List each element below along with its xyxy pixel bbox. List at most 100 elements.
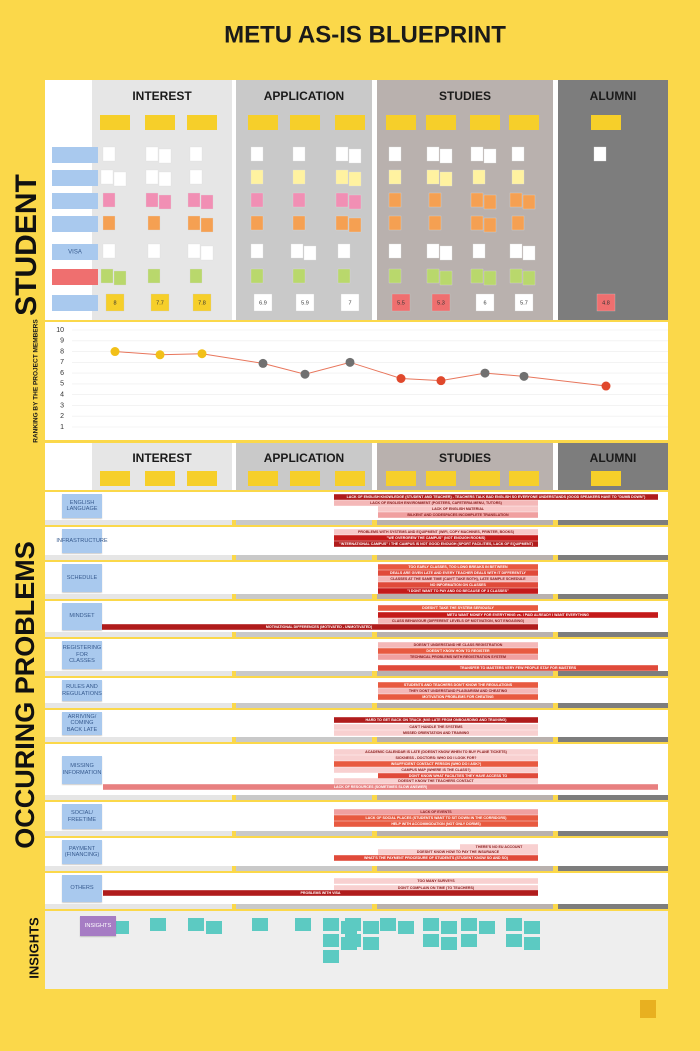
phase-header: APPLICATION bbox=[264, 89, 344, 103]
phase-sticky bbox=[509, 471, 539, 486]
phase-header: INTEREST bbox=[132, 451, 192, 465]
score-text: 7.7 bbox=[156, 300, 164, 306]
student-sticky bbox=[348, 171, 362, 187]
problem-bar bbox=[334, 717, 538, 723]
problem-bar bbox=[334, 778, 538, 784]
insight-sticky bbox=[323, 934, 339, 947]
ranking-point bbox=[396, 374, 406, 383]
problem-row-bg bbox=[45, 678, 668, 703]
insight-sticky bbox=[524, 937, 540, 950]
row-stripe bbox=[92, 555, 232, 560]
row-stripe bbox=[377, 555, 553, 560]
problem-label: SOCIAL/ FREETIME bbox=[62, 804, 102, 829]
insight-sticky bbox=[398, 921, 414, 934]
student-sticky bbox=[100, 268, 114, 284]
row-stripe bbox=[45, 737, 92, 742]
phase-sticky bbox=[426, 115, 456, 130]
insight-sticky bbox=[441, 937, 457, 950]
problem-bar-text: WHAT'S THE PAYMENT PROCEDURE OF STUDENTS… bbox=[364, 856, 509, 860]
problem-label: SCHEDULE bbox=[62, 564, 102, 592]
phase-sticky bbox=[509, 115, 539, 130]
phase-sticky bbox=[187, 115, 217, 130]
problem-bar bbox=[378, 605, 538, 611]
problem-bar bbox=[378, 688, 538, 694]
problem-bar-text: LACK OF ENGLISH KNOWLEDGE (STUDENT AND T… bbox=[347, 495, 647, 499]
problem-bar bbox=[334, 535, 538, 541]
ranking-point bbox=[601, 381, 611, 391]
student-sticky bbox=[145, 146, 159, 162]
problem-label: INFRASTRUCTURE bbox=[56, 529, 108, 553]
row-stripe bbox=[45, 904, 92, 909]
problem-row-bg bbox=[45, 562, 668, 594]
problem-bar-text: TRANSFER TO MASTERS VERY FEW PEOPLE STAY… bbox=[460, 666, 577, 670]
phase-header: APPLICATION bbox=[264, 451, 344, 465]
student-sticky bbox=[472, 169, 486, 185]
phase-header: ALUMNI bbox=[590, 451, 637, 465]
y-tick-label: 5 bbox=[60, 381, 64, 388]
y-tick-label: 1 bbox=[60, 424, 64, 431]
score-sticky bbox=[514, 293, 534, 312]
row-stripe bbox=[236, 904, 372, 909]
student-sticky bbox=[102, 215, 116, 231]
row-stripe bbox=[236, 594, 372, 599]
insight-sticky bbox=[380, 918, 396, 931]
insight-sticky bbox=[524, 921, 540, 934]
student-sticky bbox=[426, 243, 440, 259]
problem-label: ENGLISH LANGUAGE bbox=[62, 494, 102, 518]
row-stripe bbox=[92, 671, 232, 676]
score-sticky bbox=[475, 293, 495, 312]
problem-bar-text: BILKENT AND CODESPACES INCOMPLETE TRANSL… bbox=[407, 513, 509, 517]
problem-bar-text: LACK OF ENGLISH MATERIAL bbox=[432, 507, 485, 511]
row-stripe bbox=[377, 831, 553, 836]
problem-bar bbox=[378, 582, 538, 588]
insight-sticky bbox=[461, 918, 477, 931]
problem-bar-text: CLASS BEHAVIOUR (DIFFERENT LEVELS OF MOT… bbox=[392, 619, 525, 623]
student-sticky bbox=[439, 171, 453, 187]
student-sticky bbox=[145, 192, 159, 208]
student-row-label bbox=[52, 147, 98, 163]
problem-bar-text: PROBLEMS WITH SYSTEMS AND EQUIPMENT (WIF… bbox=[358, 530, 515, 534]
insight-sticky bbox=[113, 921, 129, 934]
row-stripe bbox=[377, 904, 553, 909]
problem-bar bbox=[378, 773, 538, 779]
score-text: 7 bbox=[348, 300, 351, 306]
student-row-label bbox=[52, 170, 98, 186]
insight-sticky bbox=[206, 921, 222, 934]
ranking-point bbox=[519, 371, 529, 381]
phase-sticky bbox=[591, 471, 621, 486]
student-sticky bbox=[145, 169, 159, 185]
student-sticky bbox=[426, 268, 440, 284]
problem-bar bbox=[378, 694, 538, 700]
row-stripe bbox=[377, 866, 553, 871]
student-sticky bbox=[335, 169, 349, 185]
problem-bar bbox=[334, 730, 538, 736]
problem-bar-text: "INTERNATIONAL CAMPUS" / THE CAMPUS IS N… bbox=[339, 542, 534, 546]
student-sticky bbox=[439, 148, 453, 164]
ranking-point bbox=[436, 376, 446, 386]
phase-sticky bbox=[335, 115, 365, 130]
student-sticky bbox=[335, 146, 349, 162]
student-sticky bbox=[470, 192, 484, 208]
row-stripe bbox=[377, 520, 553, 525]
score-text: 6 bbox=[483, 300, 486, 306]
problem-bar bbox=[378, 506, 538, 512]
student-sticky bbox=[250, 192, 264, 208]
insight-sticky bbox=[345, 934, 361, 947]
row-stripe bbox=[45, 795, 92, 800]
student-sticky bbox=[511, 169, 525, 185]
row-stripe bbox=[45, 520, 92, 525]
row-stripe bbox=[558, 866, 668, 871]
row-stripe bbox=[92, 703, 232, 708]
student-sticky bbox=[348, 217, 362, 233]
problem-bar bbox=[378, 512, 538, 518]
phase-sticky bbox=[100, 471, 130, 486]
row-stripe bbox=[236, 795, 372, 800]
student-sticky bbox=[593, 146, 607, 162]
row-stripe bbox=[92, 594, 232, 599]
student-sticky bbox=[113, 171, 127, 187]
score-sticky bbox=[391, 293, 411, 312]
student-sticky bbox=[250, 146, 264, 162]
student-sticky bbox=[292, 268, 306, 284]
problem-bar bbox=[334, 755, 538, 761]
